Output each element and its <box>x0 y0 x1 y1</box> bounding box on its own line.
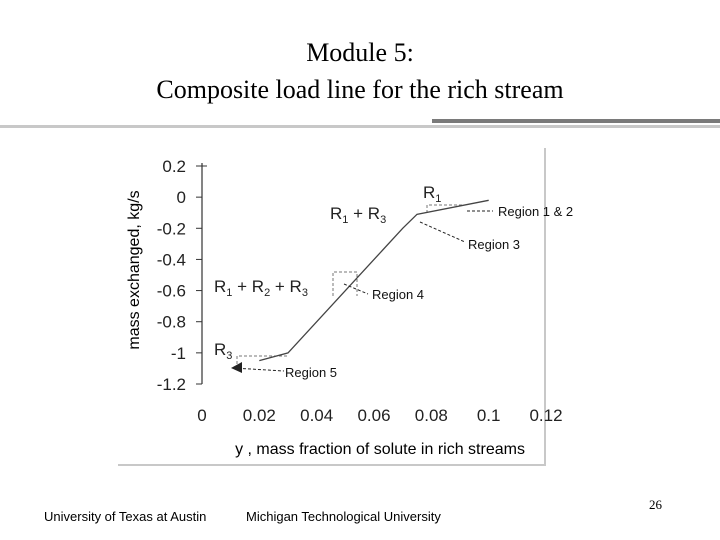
y-tick-label: -1 <box>171 344 186 363</box>
callout-region-4: Region 4 <box>372 287 424 302</box>
callout-arrowhead-region-5 <box>231 362 242 373</box>
y-axis-label: mass exchanged, kg/s <box>126 190 143 349</box>
y-tick-label: -1.2 <box>157 375 186 394</box>
y-tick-label: -0.8 <box>157 313 186 332</box>
x-tick-label: 0.12 <box>529 406 562 425</box>
callout-line-region-3 <box>419 221 466 243</box>
footer-left: University of Texas at Austin <box>44 509 207 524</box>
title-rule-dark <box>432 119 720 123</box>
title-line-2: Composite load line for the rich stream <box>156 75 564 104</box>
x-axis-label: y , mass fraction of solute in rich stre… <box>235 441 525 458</box>
y-tick-label: -0.4 <box>157 250 186 269</box>
step-guide-region-1-2 <box>426 204 464 213</box>
label-r1-r3: R1 + R3 <box>330 204 386 226</box>
label-r1: R1 <box>423 183 441 205</box>
x-tick-group: 0 0.02 0.04 0.06 0.08 0.1 0.12 <box>197 406 562 425</box>
callout-line-region-4 <box>343 283 369 295</box>
callout-region-3: Region 3 <box>468 237 520 252</box>
x-tick-label: 0.02 <box>243 406 276 425</box>
chart-frame <box>118 148 546 466</box>
footer-center: Michigan Technological University <box>246 509 441 524</box>
title-line-1: Module 5: <box>306 38 414 67</box>
step-guide-region-5 <box>236 355 287 364</box>
x-tick-label: 0.06 <box>357 406 390 425</box>
callout-region-1-2: Region 1 & 2 <box>498 204 573 219</box>
callout-region-5: Region 5 <box>285 365 337 380</box>
y-tick-group: 0.2 0 -0.2 -0.4 -0.6 -0.8 -1 -1.2 <box>157 157 202 394</box>
x-tick-label: 0.04 <box>300 406 333 425</box>
y-tick-label: 0 <box>177 188 186 207</box>
x-tick-label: 0.08 <box>415 406 448 425</box>
label-r3: R3 <box>214 340 232 362</box>
composite-load-line <box>259 199 489 362</box>
y-tick-label: -0.2 <box>157 219 186 238</box>
page-number: 26 <box>649 497 662 512</box>
x-tick-label: 0.1 <box>477 406 501 425</box>
y-tick-label: 0.2 <box>162 157 186 176</box>
slide-title: Module 5: Composite load line for the ri… <box>0 34 720 108</box>
title-rule-light <box>0 125 720 128</box>
label-r1-r2-r3: R1 + R2 + R3 <box>214 277 308 299</box>
step-guide-region-4 <box>332 271 358 296</box>
callout-line-region-5 <box>232 367 285 372</box>
y-tick-label: -0.6 <box>157 282 186 301</box>
x-tick-label: 0 <box>197 406 206 425</box>
